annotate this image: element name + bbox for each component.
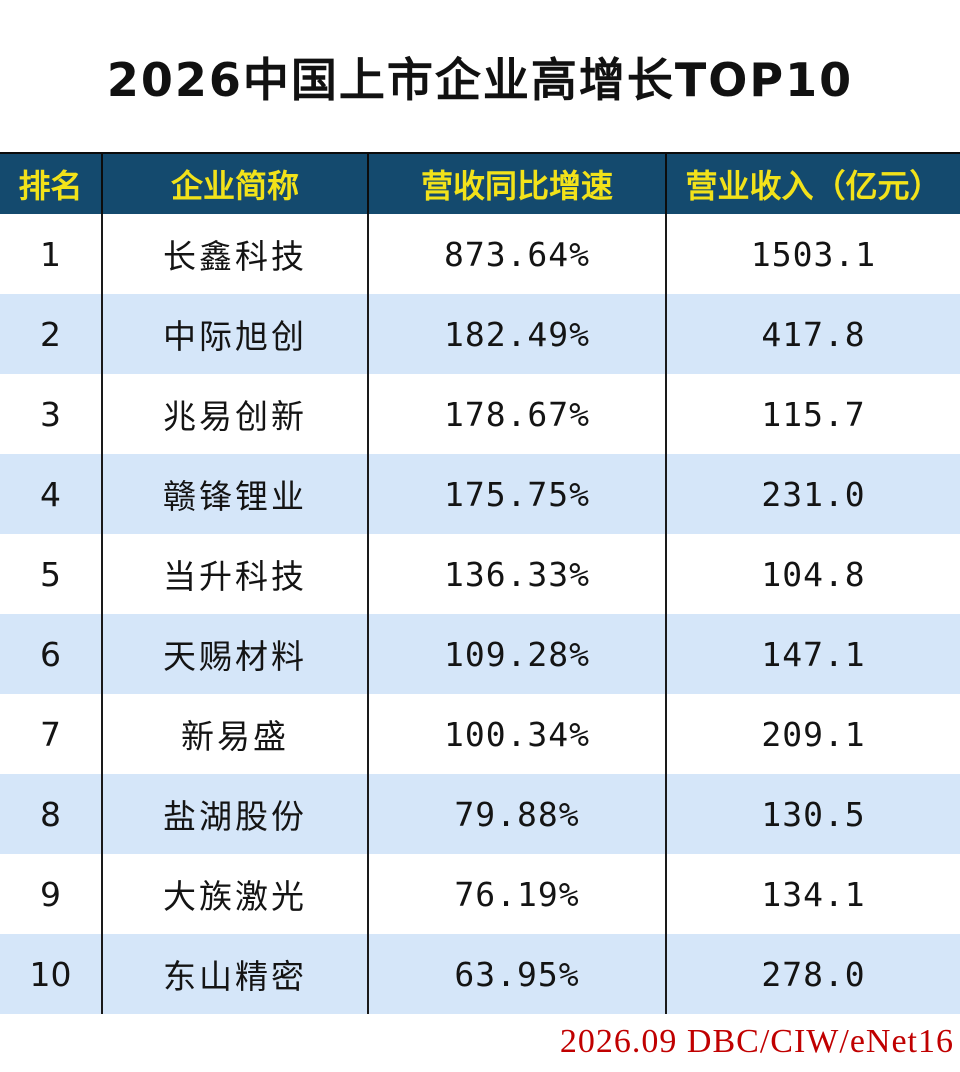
table-row: 2 中际旭创 182.49% 417.8 [0, 294, 960, 374]
company-name-cell: 当升科技 [101, 534, 369, 614]
revenue-cell: 231.0 [665, 454, 960, 534]
rank-cell: 6 [0, 614, 103, 694]
rank-cell: 10 [0, 934, 103, 1014]
revenue-cell: 147.1 [665, 614, 960, 694]
rank-cell: 8 [0, 774, 103, 854]
growth-cell: 136.33% [367, 534, 667, 614]
revenue-cell: 134.1 [665, 854, 960, 934]
company-name-cell: 新易盛 [101, 694, 369, 774]
growth-cell: 63.95% [367, 934, 667, 1014]
company-name-cell: 大族激光 [101, 854, 369, 934]
ranking-table: 排名 企业简称 营收同比增速 营业收入（亿元） 1 长鑫科技 873.64% 1… [0, 152, 960, 1014]
growth-cell: 873.64% [367, 214, 667, 294]
company-name-cell: 赣锋锂业 [101, 454, 369, 534]
table-row: 5 当升科技 136.33% 104.8 [0, 534, 960, 614]
rank-cell: 2 [0, 294, 103, 374]
header-rank: 排名 [0, 152, 103, 214]
rank-cell: 5 [0, 534, 103, 614]
growth-cell: 76.19% [367, 854, 667, 934]
header-revenue: 营业收入（亿元） [665, 152, 960, 214]
rank-cell: 9 [0, 854, 103, 934]
table-row: 6 天赐材料 109.28% 147.1 [0, 614, 960, 694]
company-name-cell: 盐湖股份 [101, 774, 369, 854]
company-name-cell: 长鑫科技 [101, 214, 369, 294]
revenue-cell: 1503.1 [665, 214, 960, 294]
table-row: 1 长鑫科技 873.64% 1503.1 [0, 214, 960, 294]
growth-cell: 100.34% [367, 694, 667, 774]
company-name-cell: 天赐材料 [101, 614, 369, 694]
table-row: 3 兆易创新 178.67% 115.7 [0, 374, 960, 454]
table-row: 7 新易盛 100.34% 209.1 [0, 694, 960, 774]
company-name-cell: 兆易创新 [101, 374, 369, 454]
table-header-row: 排名 企业简称 营收同比增速 营业收入（亿元） [0, 152, 960, 214]
growth-cell: 182.49% [367, 294, 667, 374]
rank-cell: 3 [0, 374, 103, 454]
growth-cell: 79.88% [367, 774, 667, 854]
rank-cell: 7 [0, 694, 103, 774]
table-row: 10 东山精密 63.95% 278.0 [0, 934, 960, 1014]
table-row: 9 大族激光 76.19% 134.1 [0, 854, 960, 934]
chart-title: 2026中国上市企业高增长TOP10 [106, 53, 854, 107]
revenue-cell: 278.0 [665, 934, 960, 1014]
revenue-cell: 130.5 [665, 774, 960, 854]
growth-cell: 175.75% [367, 454, 667, 534]
company-name-cell: 中际旭创 [101, 294, 369, 374]
rank-cell: 1 [0, 214, 103, 294]
table-row: 4 赣锋锂业 175.75% 231.0 [0, 454, 960, 534]
revenue-cell: 104.8 [665, 534, 960, 614]
growth-cell: 109.28% [367, 614, 667, 694]
source-note: 2026.09 DBC/CIW/eNet16 [559, 1023, 954, 1060]
header-company-name: 企业简称 [101, 152, 369, 214]
growth-cell: 178.67% [367, 374, 667, 454]
revenue-cell: 115.7 [665, 374, 960, 454]
company-name-cell: 东山精密 [101, 934, 369, 1014]
table-row: 8 盐湖股份 79.88% 130.5 [0, 774, 960, 854]
header-revenue-growth: 营收同比增速 [367, 152, 667, 214]
revenue-cell: 417.8 [665, 294, 960, 374]
rank-cell: 4 [0, 454, 103, 534]
revenue-cell: 209.1 [665, 694, 960, 774]
